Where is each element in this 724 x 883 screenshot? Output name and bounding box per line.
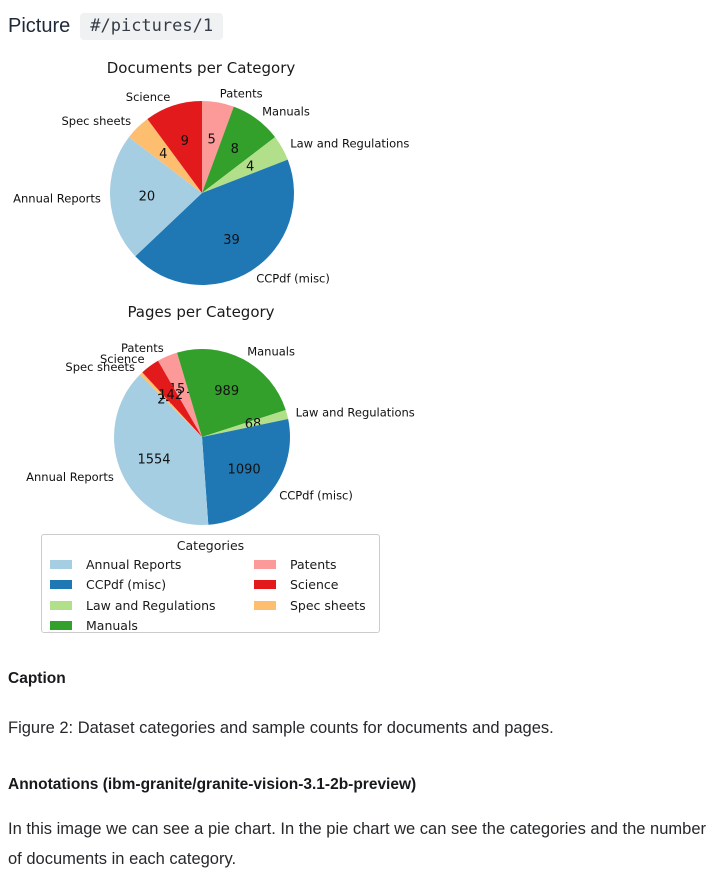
pie-category-label-law-and-regulations: Law and Regulations: [290, 136, 409, 150]
pie-slice-manuals: [202, 106, 276, 193]
legend-label: Science: [290, 577, 339, 593]
pie-slice-ccpdf-misc: [135, 159, 294, 285]
pie-slice-spec-sheets: [139, 372, 202, 437]
pie-category-label-science: Science: [126, 90, 171, 104]
pie-slice-spec-sheets: [128, 118, 202, 193]
pie-chart-documents-per-category: Documents per Category 5 Patents 8 Manuals 4 L…: [13, 59, 409, 286]
pie-slice-patents: [202, 101, 234, 193]
legend-label: Annual Reports: [86, 556, 182, 572]
pie-category-label-ccpdf-misc: CCPdf (misc): [256, 272, 330, 286]
pie-title: Documents per Category: [107, 59, 296, 77]
legend-item-annual-reports: Annual Reports: [50, 554, 254, 575]
legend-columns: Annual Reports CCPdf (misc) Law and Regula…: [50, 554, 371, 636]
pie-value-science: 9: [181, 134, 189, 149]
legend-title: Categories: [176, 538, 245, 553]
legend-column-right: Patents Science Spec sheets: [254, 554, 371, 636]
pie-category-label-ccpdf-misc: CCPdf (misc): [279, 488, 353, 502]
pie-category-label-patents: Patents: [220, 86, 263, 100]
legend-item-law-and-regulations: Law and Regulations: [50, 595, 254, 616]
pie-slice-law-and-regulations: [202, 137, 288, 193]
pie-value-manuals: 989: [214, 384, 239, 399]
caption-text: Figure 2: Dataset categories and sample …: [8, 719, 554, 737]
pie-category-label-law-and-regulations: Law and Regulations: [296, 405, 415, 419]
pie-slice-law-and-regulations: [202, 410, 289, 437]
legend-label: Law and Regulations: [86, 597, 216, 613]
pie-value-manuals: 8: [231, 142, 239, 157]
page-header: Picture #/pictures/1: [0, 0, 724, 42]
legend-label: Manuals: [86, 618, 138, 634]
legend-swatch-science: [254, 580, 276, 590]
page-title: Picture: [8, 14, 71, 37]
picture-path-badge: #/pictures/1: [80, 12, 224, 40]
annotations-heading: Annotations (ibm-granite/granite-vision-…: [8, 776, 417, 793]
legend-item-ccpdf-misc: CCPdf (misc): [50, 575, 254, 596]
legend-swatch-annual-reports: [50, 559, 72, 569]
pie-category-label-manuals: Manuals: [247, 344, 295, 358]
pie-value-annual-reports: 20: [139, 189, 156, 204]
legend-column-left: Annual Reports CCPdf (misc) Law and Regula…: [50, 554, 254, 636]
annotation-text: In this image we can see a pie chart. In…: [8, 820, 706, 868]
pie-value-annual-reports: 1554: [137, 452, 170, 467]
pie-category-label-science: Science: [100, 352, 145, 366]
pie-category-label-manuals: Manuals: [262, 105, 310, 119]
pie-category-label-patents: Patents: [121, 341, 164, 355]
pie-category-label-annual-reports: Annual Reports: [13, 191, 101, 205]
legend-swatch-manuals: [50, 621, 72, 631]
figure-image: Documents per Category 5 Patents 8 Manuals 4 L…: [0, 42, 724, 637]
legend-item-science: Science: [254, 575, 371, 596]
pie-slice-science: [142, 360, 202, 437]
pie-value-patents: 5: [208, 132, 216, 147]
legend-swatch-patents: [254, 559, 276, 569]
pie-chart-pages-per-category: Pages per Category151Patents989Manuals68…: [26, 303, 415, 525]
legend-label: Patents: [290, 556, 337, 572]
pie-category-label-spec-sheets: Spec sheets: [62, 114, 132, 128]
pie-value-law-and-regulations: 4: [246, 160, 254, 175]
pie-value-ccpdf-misc: 39: [223, 233, 240, 248]
chart-legend: Categories Annual Reports CCPdf (misc) Law…: [41, 534, 380, 633]
pie-slice-patents: [158, 352, 202, 437]
legend-swatch-law-and-regulations: [50, 600, 72, 610]
legend-item-spec-sheets: Spec sheets: [254, 595, 371, 616]
pie-value-spec-sheets: 4: [159, 147, 167, 162]
pie-category-label-spec-sheets: Spec sheets: [65, 360, 135, 374]
legend-label: CCPdf (misc): [86, 577, 167, 593]
legend-item-patents: Patents: [254, 554, 371, 575]
pie-category-label-annual-reports: Annual Reports: [26, 470, 114, 484]
legend-swatch-spec-sheets: [254, 600, 276, 610]
pie-slice-annual-reports: [114, 374, 209, 525]
legend-label: Spec sheets: [290, 597, 366, 613]
caption-heading: Caption: [8, 670, 66, 687]
legend-swatch-ccpdf-misc: [50, 580, 72, 590]
pie-value-science: 142: [158, 388, 183, 403]
pie-slice-ccpdf-misc: [202, 419, 290, 525]
pie-slice-manuals: [177, 348, 286, 437]
pie-slice-annual-reports: [110, 137, 202, 257]
pie-title: Pages per Category: [127, 303, 274, 321]
pie-value-ccpdf-misc: 1090: [228, 462, 261, 477]
legend-item-manuals: Manuals: [50, 616, 254, 637]
pie-slice-science: [147, 101, 202, 193]
